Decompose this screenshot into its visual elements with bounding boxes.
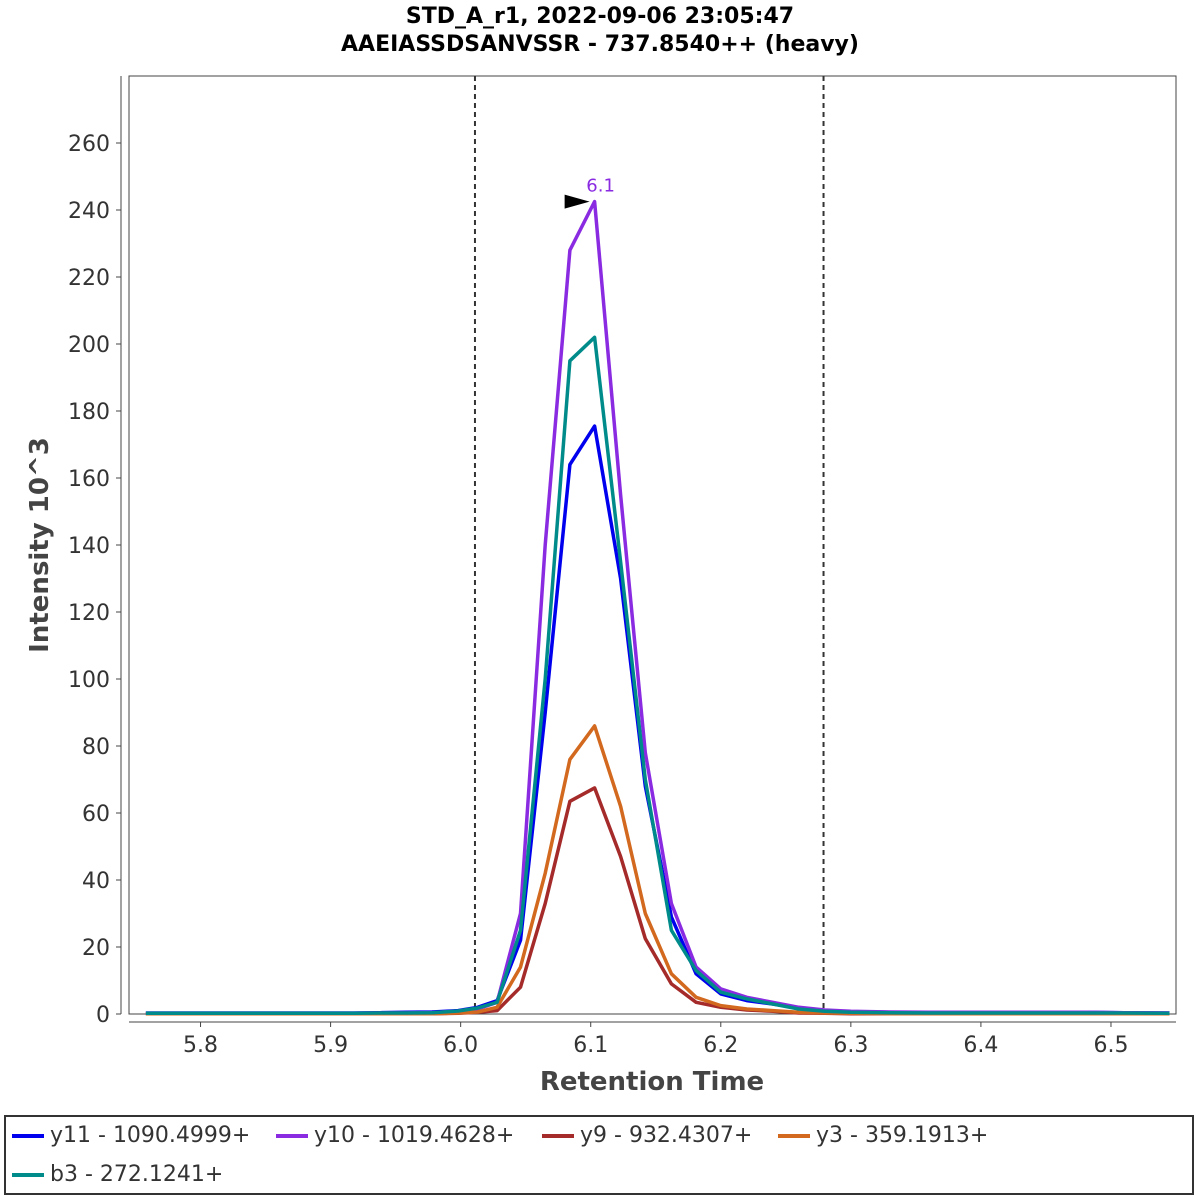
x-tick-label: 6.5 (1093, 1033, 1128, 1058)
legend-swatch-y3 (778, 1133, 810, 1138)
integration-boundaries (473, 76, 825, 1014)
peak-annotation: 6.1 (564, 176, 615, 209)
y-tick-label: 160 (68, 467, 110, 492)
peak-label: 6.1 (586, 176, 615, 197)
legend-swatch-y10 (276, 1133, 308, 1138)
x-axis-ticks: 5.8 5.9 6.0 6.1 6.2 6.3 6.4 6.5 (183, 1022, 1128, 1058)
x-tick-label: 5.8 (183, 1033, 218, 1058)
peak-arrow-icon (564, 194, 590, 209)
y-axis-label: Intensity 10^3 (25, 437, 55, 653)
legend-item-y3: y3 - 359.1913+ (778, 1123, 988, 1148)
legend-swatch-y11 (12, 1133, 44, 1138)
legend-item-b3: b3 - 272.1241+ (12, 1162, 223, 1187)
legend-label-y10: y10 - 1019.4628+ (314, 1123, 515, 1148)
y-tick-label: 60 (82, 802, 110, 827)
y-tick-label: 140 (68, 534, 110, 559)
y-tick-label: 120 (68, 601, 110, 626)
legend-swatch-y9 (542, 1133, 574, 1138)
y-tick-label: 220 (68, 266, 110, 291)
legend-swatch-b3 (12, 1172, 44, 1177)
y-tick-label: 0 (96, 1003, 110, 1028)
chart-subtitle: AAEIASSDSANVSSR - 737.8540++ (heavy) (341, 32, 859, 57)
y-tick-label: 40 (82, 869, 110, 894)
x-tick-label: 6.3 (833, 1033, 868, 1058)
legend-label-y11: y11 - 1090.4999+ (50, 1123, 251, 1148)
x-tick-label: 6.4 (963, 1033, 998, 1058)
series-line-4 (145, 335, 1170, 1016)
x-tick-label: 6.2 (703, 1033, 738, 1058)
legend-label-b3: b3 - 272.1241+ (50, 1162, 224, 1187)
y-tick-label: 260 (68, 132, 110, 157)
y-tick-label: 200 (68, 333, 110, 358)
series-lines (145, 199, 1170, 1016)
legend-label-y9: y9 - 932.4307+ (580, 1123, 753, 1148)
chromatogram-chart: STD_A_r1, 2022-09-06 23:05:47 AAEIASSDSA… (25, 4, 1177, 1097)
legend-item-y10: y10 - 1019.4628+ (276, 1123, 514, 1148)
legend-item-y11: y11 - 1090.4999+ (12, 1123, 250, 1148)
y-tick-label: 80 (82, 735, 110, 760)
y-tick-label: 240 (68, 199, 110, 224)
x-tick-label: 5.9 (313, 1033, 348, 1058)
legend-item-y9: y9 - 932.4307+ (542, 1123, 752, 1148)
legend-label-y3: y3 - 359.1913+ (816, 1123, 989, 1148)
x-tick-label: 6.0 (443, 1033, 478, 1058)
x-tick-label: 6.1 (573, 1033, 608, 1058)
y-tick-label: 100 (68, 668, 110, 693)
y-axis-ticks: 0 20 40 60 80 100 120 140 160 180 200 220 240 260 (68, 132, 121, 1028)
plot-area (128, 75, 1177, 1015)
x-axis-label: Retention Time (540, 1067, 764, 1097)
y-tick-label: 180 (68, 400, 110, 425)
y-tick-label: 20 (82, 936, 110, 961)
legend: y11 - 1090.4999+ y10 - 1019.4628+ y9 - 9… (4, 1115, 1194, 1195)
chart-title: STD_A_r1, 2022-09-06 23:05:47 (406, 4, 794, 29)
